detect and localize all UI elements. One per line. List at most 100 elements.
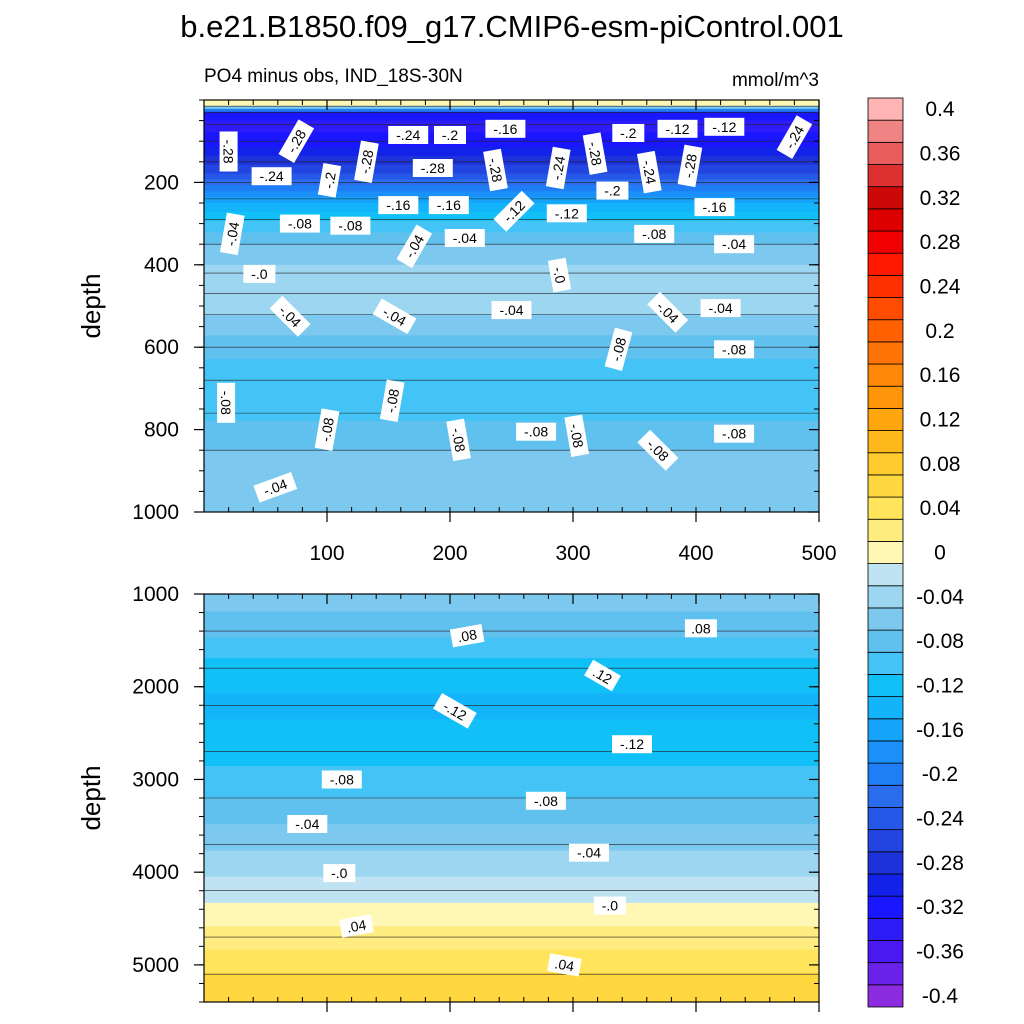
contour-label-text: -.04 xyxy=(709,300,733,316)
contour-label: -.28 xyxy=(412,159,453,177)
contour-band xyxy=(204,614,819,618)
contour-band xyxy=(204,733,819,738)
contour-band xyxy=(204,276,819,281)
colorbar-swatch xyxy=(867,718,904,742)
contour-label: -.08 xyxy=(379,379,405,423)
contour-band xyxy=(204,361,819,366)
contour-band xyxy=(204,482,819,487)
contour-label-bg xyxy=(314,408,340,451)
contour-label: -.04 xyxy=(287,815,328,833)
contour-label: -.08 xyxy=(446,418,471,462)
contour-band xyxy=(204,461,819,466)
contour-label-bg xyxy=(657,119,698,138)
colorbar-tick-label: -0.2 xyxy=(922,763,958,786)
contour-label-text: -.08 xyxy=(534,793,558,809)
contour-label-text: -.04 xyxy=(722,236,746,252)
contour-label-bg xyxy=(372,298,417,335)
contour-band xyxy=(204,596,819,601)
contour-label-bg xyxy=(449,624,485,648)
contour-label-bg xyxy=(434,126,466,144)
contour-label: -.16 xyxy=(428,196,469,215)
contour-band xyxy=(204,975,819,980)
contour-label: -.28 xyxy=(677,144,703,188)
contour-band xyxy=(204,786,819,790)
panel-subtitle: PO4 minus obs, IND_18S-30N xyxy=(204,66,463,87)
colorbar: -0.4 -0.36 -0.32 -0.28 -0.24 -0.2 -0.16 -0.12 -0… xyxy=(867,97,964,1008)
colorbar-tick-label: -0.04 xyxy=(916,586,964,609)
contour-label-bg xyxy=(637,429,679,471)
contour-band xyxy=(204,426,819,431)
contour-band xyxy=(204,765,819,770)
contour-band xyxy=(204,250,819,254)
contour-band xyxy=(204,435,819,440)
colorbar-swatch xyxy=(867,474,904,498)
contour-band xyxy=(204,420,819,425)
contour-band xyxy=(204,684,819,688)
contour-label-text: -.28 xyxy=(221,139,237,163)
contour-band xyxy=(204,628,819,633)
contour-label: -.08 xyxy=(321,770,362,789)
contour-band xyxy=(204,923,819,927)
contour-label-text: -.28 xyxy=(680,152,700,179)
contour-band xyxy=(204,838,819,843)
contour-label: -.0 xyxy=(243,264,276,283)
colorbar-swatch xyxy=(867,962,904,986)
contour-band xyxy=(204,367,819,372)
contour-band xyxy=(204,503,819,507)
contour-band xyxy=(204,152,819,157)
contour-band xyxy=(204,267,819,272)
colorbar-tick-label: -0.36 xyxy=(916,941,964,964)
contour-band xyxy=(204,652,819,656)
contour-band xyxy=(204,488,819,492)
contour-label-text: -.24 xyxy=(260,168,284,184)
contour-label-bg xyxy=(253,472,298,503)
colorbar-swatch xyxy=(867,452,904,476)
contour-band xyxy=(204,111,819,116)
colorbar-swatch xyxy=(867,341,904,365)
colorbar-swatch xyxy=(867,940,904,964)
colorbar-tick-label: -0.24 xyxy=(916,808,964,831)
contour-band xyxy=(204,509,819,512)
figure-title: b.e21.B1850.f09_g17.CMIP6-esm-piControl.… xyxy=(180,9,843,44)
colorbar-tick-label: 0.32 xyxy=(920,187,961,210)
colorbar-tick-label: 0.2 xyxy=(925,320,954,343)
contour-label-bg xyxy=(516,422,557,441)
contour-band xyxy=(204,911,819,916)
contour-label-text: -.04 xyxy=(453,230,477,246)
contour-band xyxy=(204,179,819,183)
contour-label-bg xyxy=(776,115,813,159)
contour-label: -.24 xyxy=(545,146,571,190)
contour-band xyxy=(204,798,819,802)
contour-band xyxy=(204,226,819,231)
contour-label: -.28 xyxy=(582,132,608,175)
contour-label-bg xyxy=(219,212,245,256)
contour-band xyxy=(204,774,819,779)
contour-label-text: .08 xyxy=(456,626,478,645)
contour-band xyxy=(204,856,819,860)
colorbar-swatch xyxy=(867,230,904,254)
contour-label-bg xyxy=(545,146,571,190)
lower-contour-labels: .08.08.12-.12-.12-.08-.08-.04-.04-.0-.0.… xyxy=(287,619,717,977)
colorbar-tick-label: -0.32 xyxy=(916,896,964,919)
contour-label: -.0 xyxy=(547,257,572,293)
contour-label: -.28 xyxy=(354,140,379,184)
contour-label-text: -.16 xyxy=(702,199,726,215)
contour-label-bg xyxy=(596,181,629,200)
x-tick-label: 200 xyxy=(432,542,467,565)
contour-band xyxy=(204,191,819,195)
contour-label: -.16 xyxy=(378,196,419,215)
contour-label-text: -.08 xyxy=(722,426,746,442)
contour-label-bg xyxy=(219,131,238,172)
contour-band xyxy=(204,253,819,257)
contour-band xyxy=(204,663,819,668)
contour-band xyxy=(204,176,819,181)
colorbar-tick-label: 0.24 xyxy=(920,276,961,299)
colorbar-swatch xyxy=(867,430,904,454)
contour-band xyxy=(204,894,819,898)
contour-band xyxy=(204,771,819,776)
contour-band xyxy=(204,920,819,924)
contour-label: -.04 xyxy=(491,301,532,320)
contour-band xyxy=(204,100,819,104)
x-tick-label: 300 xyxy=(555,542,590,565)
